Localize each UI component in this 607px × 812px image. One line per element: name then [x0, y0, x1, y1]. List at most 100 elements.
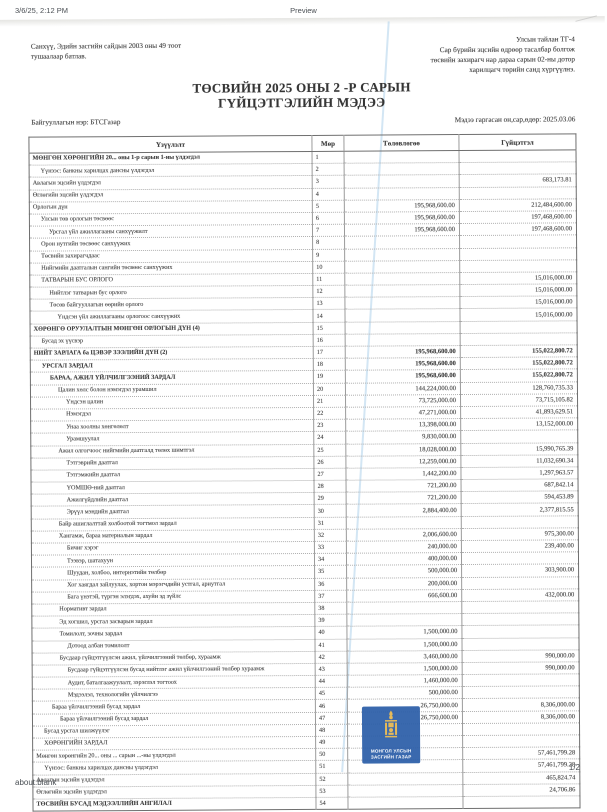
col-header-indicator: Үзүүлэлт: [28, 135, 313, 154]
row-number: 47: [315, 711, 348, 725]
plan-value: 721,200.00: [346, 491, 462, 505]
plan-value: 13,398,000.00: [345, 418, 461, 432]
plan-value: 721,200.00: [346, 479, 462, 493]
actual-value: [459, 186, 577, 200]
row-number: 49: [315, 736, 348, 749]
plan-value: 666,600.00: [346, 589, 462, 603]
watermark-text-line: ЗАСГИЙН ГАЗАР: [370, 754, 412, 760]
plan-value: 195,968,600.00: [344, 211, 460, 225]
actual-value: [461, 600, 579, 614]
actual-value: 13,152,000.00: [460, 417, 578, 431]
row-number: 1: [312, 151, 345, 164]
actual-value: 303,900.00: [461, 564, 579, 578]
actual-value: 990,000.00: [462, 661, 580, 675]
row-number: 51: [315, 760, 348, 773]
plan-value: 500,000.00: [346, 564, 462, 578]
budget-table: Үзүүлэлт Мөр Төлөвлөгөө Гүйцэтгэл МӨНГӨН…: [28, 133, 581, 812]
actual-value: 155,022,800.72: [460, 344, 578, 358]
row-number: 35: [314, 565, 347, 578]
actual-value: [460, 320, 578, 334]
row-number: 2: [312, 163, 345, 176]
report-title-line: ГҮЙЦЭТГЭЛИЙН МЭДЭЭ: [218, 94, 386, 111]
actual-value: 1,297,963.57: [460, 466, 579, 480]
row-number: 53: [315, 784, 348, 798]
plan-value: 18,028,000.00: [345, 443, 461, 456]
plan-value: 1,500,000.00: [347, 662, 463, 676]
row-number: 39: [314, 614, 347, 627]
row-number: 38: [314, 602, 347, 615]
form-note: Улсын тайлан ТГ-4 Сар бүрийн эцсийн өдрө…: [431, 34, 576, 75]
actual-value: [459, 259, 577, 273]
plan-value: 2,006,600.00: [346, 528, 462, 542]
plan-value: [344, 162, 460, 176]
actual-value: 687,842.14: [461, 478, 579, 492]
row-number: 32: [314, 529, 347, 542]
row-number: 12: [312, 285, 345, 298]
actual-value: 57,461,799.28: [462, 747, 580, 760]
organization-name: Байгууллагын нэр: БТСГазар: [31, 118, 121, 127]
actual-value: [461, 625, 579, 639]
actual-value: [460, 430, 578, 444]
actual-value: 73,715,105.82: [460, 393, 578, 407]
actual-value: 15,990,765.39: [460, 442, 578, 456]
actual-value: [459, 235, 577, 249]
row-number: 6: [312, 212, 345, 225]
plan-value: 73,725,000.00: [345, 394, 461, 408]
page-indicator: 1/2: [568, 763, 580, 772]
row-number: 28: [314, 480, 347, 493]
actual-value: [459, 149, 577, 163]
row-number: 19: [313, 370, 346, 384]
plan-value: 195,968,600.00: [345, 369, 461, 383]
plan-value: 1,500,000.00: [346, 625, 462, 639]
plan-value: 2,884,400.00: [346, 503, 462, 517]
row-number: 33: [314, 541, 347, 554]
row-number: 5: [312, 199, 345, 213]
row-number: 29: [314, 492, 347, 505]
plan-value: [347, 772, 463, 785]
actual-value: 11,032,690.34: [460, 454, 578, 468]
row-number: 23: [313, 419, 346, 432]
plan-value: 47,271,000.00: [345, 406, 461, 420]
plan-value: [344, 174, 460, 188]
row-number: 27: [313, 468, 347, 481]
row-number: 10: [312, 260, 345, 274]
approval-note: Санхүү, Эдийн засгийн сайдын 2003 оны 49…: [31, 40, 271, 62]
actual-value: 41,893,629.51: [460, 405, 578, 419]
plan-value: 195,968,600.00: [345, 345, 461, 359]
report-date: Мэдээ гаргасан он,сар,өдөр: 2025.03.06: [454, 115, 576, 125]
row-number: 7: [312, 224, 345, 237]
plan-value: [345, 333, 461, 347]
soyombo-icon: [384, 710, 398, 738]
row-number: 13: [312, 297, 345, 310]
row-number: 46: [315, 699, 348, 713]
actual-value: 2,377,815.55: [461, 503, 579, 517]
plan-value: [344, 272, 460, 286]
actual-value: 15,016,000.00: [459, 283, 577, 297]
plan-value: [346, 516, 462, 530]
actual-value: 975,300.00: [461, 527, 579, 541]
row-label: ТӨСВИЙН БУСАД МЭДЭЭЛЛИЙН АНГИЛАЛ: [32, 797, 317, 812]
actual-value: [460, 332, 578, 346]
row-number: 26: [313, 455, 346, 469]
plan-value: [344, 260, 460, 274]
actual-value: 155,022,800.72: [460, 357, 578, 370]
row-number: 4: [312, 187, 345, 201]
plan-value: [344, 248, 460, 261]
plan-value: 1,500,000.00: [346, 638, 463, 651]
actual-value: [459, 247, 577, 261]
plan-value: 200,000.00: [346, 577, 462, 590]
scanned-document: Санхүү, Эдийн засгийн сайдын 2003 оны 49…: [0, 3, 607, 812]
row-number: 9: [312, 248, 345, 262]
row-number: 22: [313, 407, 346, 420]
plan-value: 195,968,600.00: [345, 357, 461, 371]
plan-value: [344, 187, 460, 200]
actual-value: [461, 552, 579, 565]
plan-value: 12,259,000.00: [345, 455, 461, 469]
report-title: ТӨСВИЙН 2025 ОНЫ 2 -Р САРЫН ГҮЙЦЭТГЭЛИЙН…: [0, 78, 605, 112]
print-datetime: 3/6/25, 2:12 PM: [15, 6, 68, 15]
plan-value: [344, 150, 460, 164]
plan-value: [346, 601, 462, 615]
row-number: 31: [314, 516, 347, 530]
plan-value: 240,000.00: [346, 540, 462, 554]
actual-value: [459, 162, 577, 175]
